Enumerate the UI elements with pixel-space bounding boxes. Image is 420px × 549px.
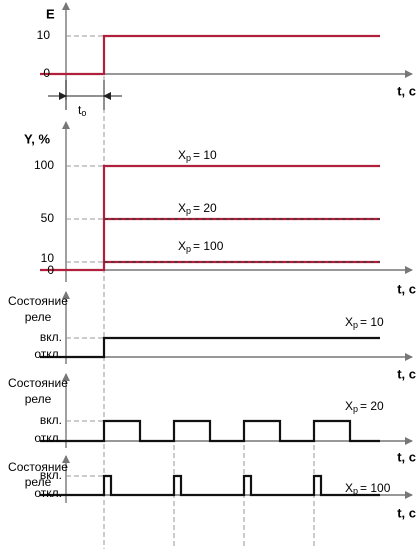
curve-label: Xp = 10 bbox=[345, 315, 384, 330]
time-label: t, c bbox=[397, 449, 416, 464]
delay-label: to bbox=[78, 103, 86, 118]
state-label: вкл. bbox=[40, 330, 62, 344]
state-label: вкл. bbox=[40, 468, 62, 482]
tick-label: 50 bbox=[41, 211, 55, 225]
state-label: откл. bbox=[34, 347, 62, 361]
time-label: t, c bbox=[397, 83, 416, 98]
curve-label: Xp = 100 bbox=[345, 481, 391, 496]
axis-label: E bbox=[46, 6, 55, 21]
axis-label: Состояние bbox=[8, 376, 68, 390]
output-panel: Y, % 100 50 10 0 t, c Xp = 10 Xp = 20 Xp = … bbox=[24, 121, 416, 296]
axis-label: реле bbox=[25, 475, 52, 489]
axis-label: реле bbox=[25, 310, 52, 324]
time-label: t, c bbox=[397, 505, 416, 520]
input-panel: E 10 0 t, c to bbox=[37, 2, 416, 118]
time-label: t, c bbox=[397, 366, 416, 381]
axis-label: Состояние bbox=[8, 460, 68, 474]
relay-panel: Состояние реле вкл. откл. t, c Xp = 10 bbox=[8, 291, 416, 381]
curve-label: Xp = 100 bbox=[178, 239, 224, 254]
relay-panel: Состояние реле вкл. откл. t, c Xp = 20 bbox=[8, 373, 416, 464]
relay-panel: Состояние реле вкл. откл. t, c Xp = 100 bbox=[8, 455, 416, 520]
state-label: вкл. bbox=[40, 413, 62, 427]
guides bbox=[103, 36, 315, 549]
axis-label: Y, % bbox=[24, 131, 50, 146]
state-label: откл. bbox=[34, 431, 62, 445]
tick-label: 0 bbox=[47, 263, 54, 277]
tick-label: 10 bbox=[41, 251, 55, 265]
curve-label: Xp = 20 bbox=[178, 201, 217, 216]
state-label: откл. bbox=[34, 486, 62, 500]
tick-label: 100 bbox=[34, 158, 54, 172]
axis-label: Состояние bbox=[8, 294, 68, 308]
axis-label: реле bbox=[25, 392, 52, 406]
tick-label: 10 bbox=[37, 28, 51, 42]
curve-label: Xp = 10 bbox=[178, 148, 217, 163]
time-label: t, c bbox=[397, 281, 416, 296]
tick-label: 0 bbox=[43, 66, 50, 80]
curve-label: Xp = 20 bbox=[345, 399, 384, 414]
